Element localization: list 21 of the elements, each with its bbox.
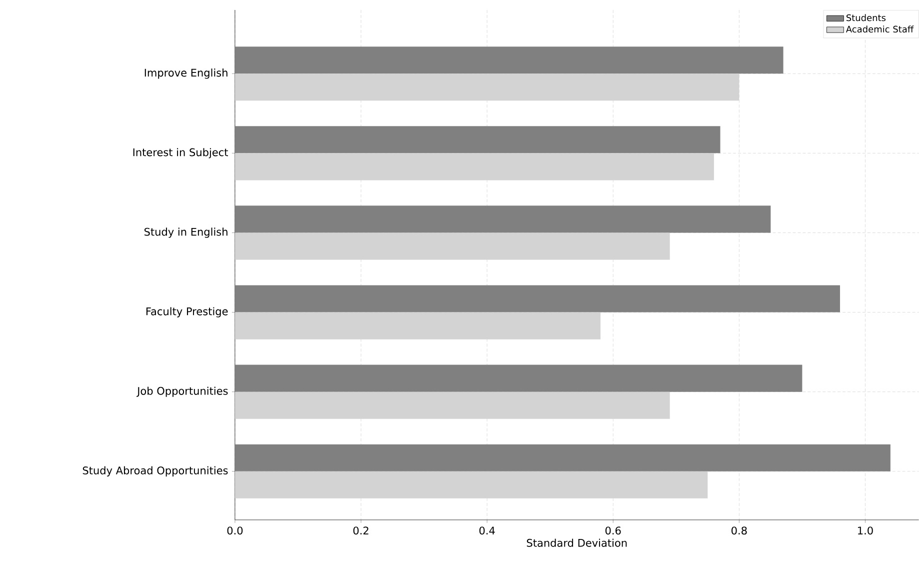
bar bbox=[234, 444, 890, 472]
bar bbox=[234, 126, 720, 154]
y-tick-label: Study in English bbox=[144, 228, 228, 238]
x-axis-title: Standard Deviation bbox=[526, 538, 627, 547]
y-tick-label: Improve English bbox=[144, 68, 228, 79]
y-tick-label: Faculty Prestige bbox=[146, 307, 228, 318]
y-tick-label: Job Opportunities bbox=[136, 386, 228, 397]
x-tick-label: 1.0 bbox=[858, 526, 873, 535]
y-tick-label: Interest in Subject bbox=[133, 148, 228, 158]
legend-label: Academic Staff bbox=[846, 26, 914, 33]
bar bbox=[234, 285, 840, 312]
x-tick-label: 0.8 bbox=[732, 526, 747, 535]
bar bbox=[234, 46, 784, 74]
y-tick-label: Study Abroad Opportunities bbox=[82, 466, 228, 477]
legend-label: Students bbox=[846, 14, 886, 22]
bar bbox=[234, 364, 802, 392]
x-tick-label: 0.2 bbox=[353, 526, 368, 535]
x-tick-label: 0.6 bbox=[605, 526, 621, 535]
x-tick-label: 0.0 bbox=[227, 526, 243, 535]
x-tick-label: 0.4 bbox=[479, 526, 495, 535]
bar bbox=[234, 206, 771, 233]
